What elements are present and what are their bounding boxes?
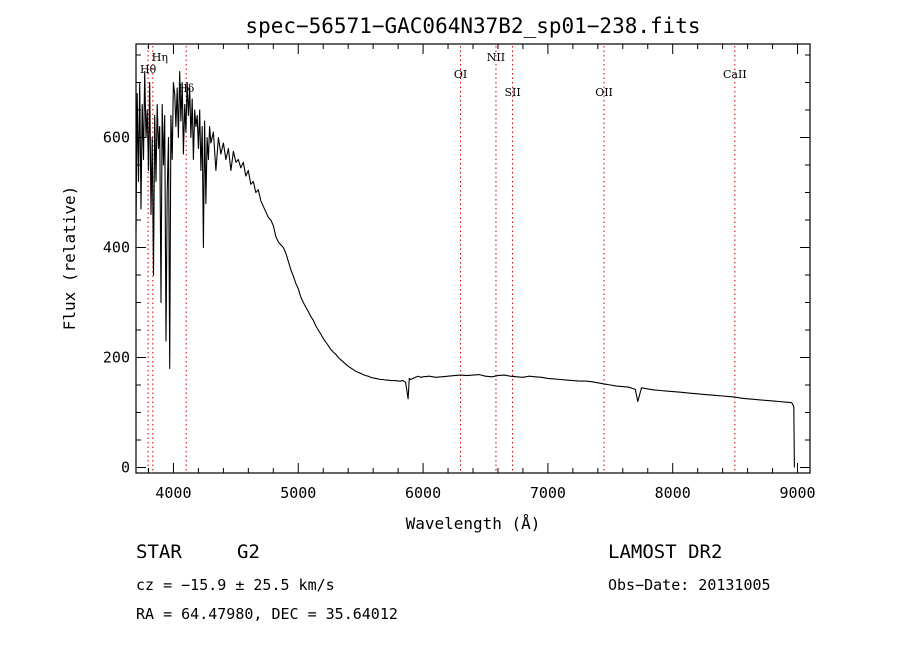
x-tick-label: 5000 <box>280 484 316 502</box>
x-tick-label: 6000 <box>405 484 441 502</box>
x-tick-label: 4000 <box>155 484 191 502</box>
plot-frame <box>135 43 811 474</box>
chart-title: spec−56571−GAC064N37B2_sp01−238.fits <box>245 14 700 38</box>
x-tick-label: 8000 <box>655 484 691 502</box>
line-marker-label: Hη <box>152 51 168 64</box>
spectrum-line <box>135 70 795 468</box>
cz-value: cz = −15.9 ± 25.5 km/s <box>136 576 335 594</box>
y-tick-label: 0 <box>121 459 130 477</box>
star-class: G2 <box>237 541 260 563</box>
x-axis-label: Wavelength (Å) <box>406 514 541 533</box>
line-marker-label: NII <box>487 51 505 64</box>
line-marker-label: CaII <box>723 68 747 81</box>
y-axis-label: Flux (relative) <box>60 186 79 331</box>
line-marker-label: Hθ <box>140 63 157 76</box>
x-tick-label: 9000 <box>779 484 815 502</box>
line-marker-label: OI <box>454 68 467 81</box>
star-label: STAR <box>136 541 182 563</box>
x-tick-label: 7000 <box>530 484 566 502</box>
axis-ticks: 4000 5000 6000 7000 8000 9000 0 200 400 600 <box>103 44 816 502</box>
obs-date: Obs−Date: 20131005 <box>608 576 771 594</box>
ra-dec-value: RA = 64.47980, DEC = 35.64012 <box>136 605 398 623</box>
y-tick-label: 400 <box>103 239 130 257</box>
survey-label: LAMOST DR2 <box>608 541 722 563</box>
y-tick-label: 200 <box>103 349 130 367</box>
y-tick-label: 600 <box>103 129 130 147</box>
line-marker-label: SII <box>504 86 520 99</box>
line-marker-label: OII <box>595 86 613 99</box>
